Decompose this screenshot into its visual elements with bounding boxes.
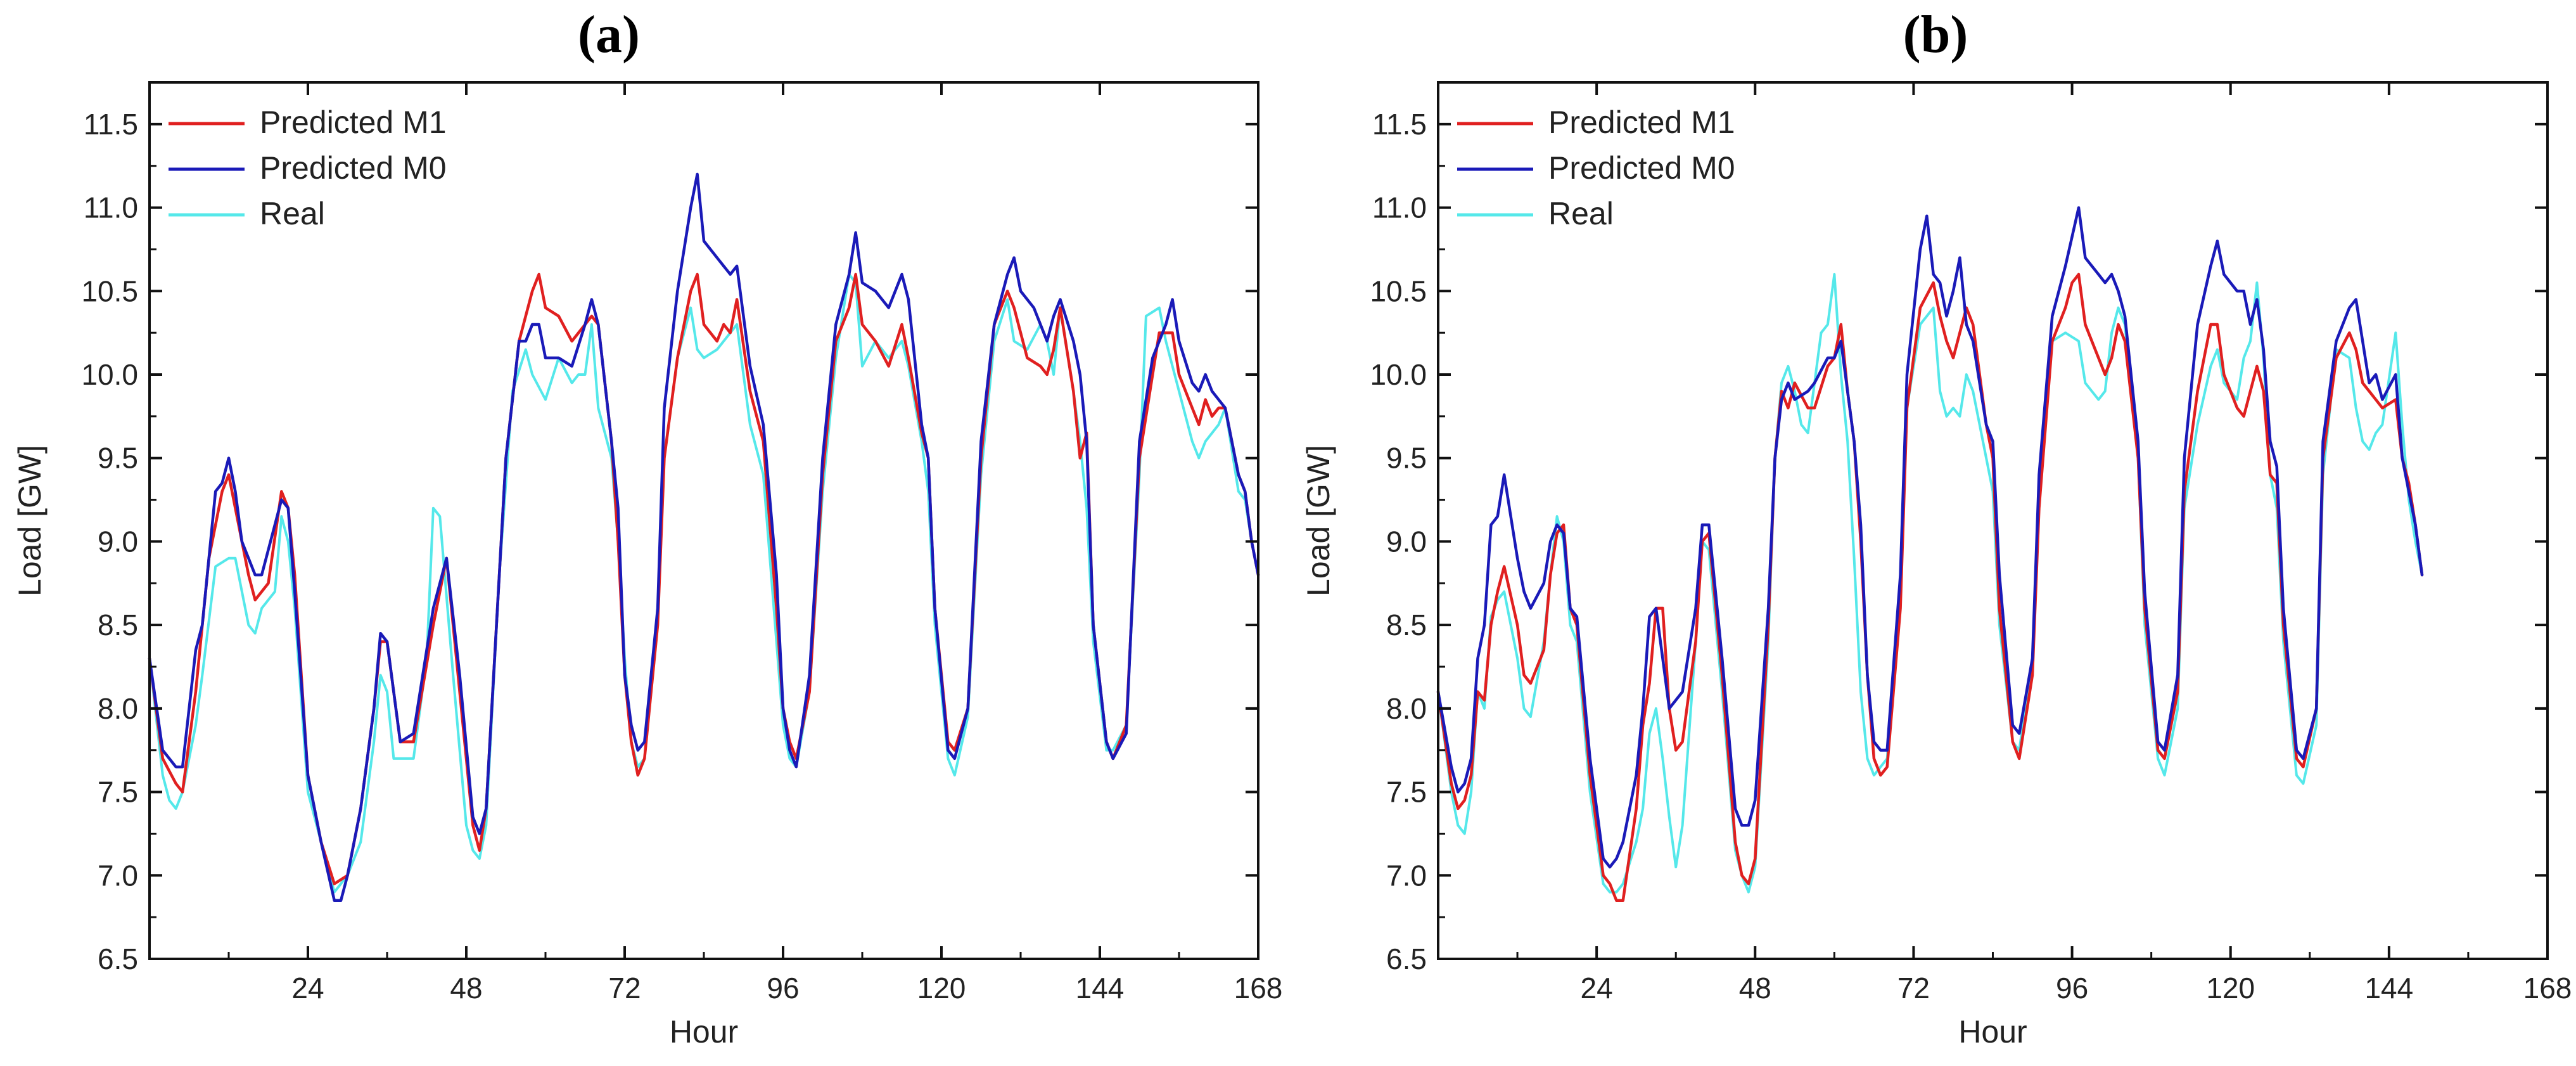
chart-b-x-axis-title: Hour [1958, 1014, 2027, 1050]
chart-b-y-tick-label: 8.0 [1386, 692, 1427, 725]
chart-a-y-tick-label: 7.0 [98, 859, 138, 892]
chart-a-x-tick-label: 120 [917, 972, 966, 1005]
chart-a-legend-label-m1: Predicted M1 [260, 105, 447, 140]
chart-a-y-tick-label: 8.5 [98, 608, 138, 641]
chart-b-series-line-real [1437, 273, 2423, 894]
chart-b-x-tick-label: 96 [2056, 972, 2088, 1005]
chart-a-legend-label-m0: Predicted M0 [260, 150, 447, 186]
chart-b-x-tick-label: 168 [2523, 972, 2572, 1005]
chart-b-y-tick-label: 8.5 [1386, 608, 1427, 641]
chart-a-y-tick-label: 7.5 [98, 776, 138, 809]
chart-a-y-tick-label: 11.0 [84, 191, 138, 224]
chart-a-y-tick-label: 11.5 [84, 108, 138, 141]
chart-a-legend-label-real: Real [260, 196, 325, 231]
chart-b-y-tick-label: 7.0 [1386, 859, 1427, 892]
chart-b-legend-label-m1: Predicted M1 [1548, 105, 1735, 140]
chart-a-y-tick-label: 9.0 [98, 525, 138, 558]
chart-a-x-tick-label: 72 [608, 972, 641, 1005]
chart-a-y-tick-label: 10.0 [81, 358, 138, 391]
chart-a-x-axis-title: Hour [670, 1014, 738, 1050]
panel-label-b: (b) [1903, 5, 1968, 64]
chart-a-y-tick-label: 9.5 [98, 442, 138, 475]
chart-b-y-tick-label: 6.5 [1386, 942, 1427, 975]
chart-a-series-line-real [148, 273, 1259, 894]
chart-b-y-tick-label: 7.5 [1386, 776, 1427, 809]
panel-label-a: (a) [578, 5, 640, 64]
chart-a-x-tick-label: 96 [767, 972, 799, 1005]
chart-a-x-tick-label: 168 [1234, 972, 1283, 1005]
chart-a-x-tick-label: 48 [450, 972, 482, 1005]
chart-b-y-tick-label: 11.0 [1372, 191, 1427, 224]
chart-a-y-tick-label: 6.5 [98, 942, 138, 975]
chart-a-series-line-m0 [148, 172, 1260, 902]
chart-b-x-tick-label: 144 [2364, 972, 2413, 1005]
chart-b-x-tick-label: 120 [2206, 972, 2255, 1005]
chart-a-x-tick-label: 144 [1076, 972, 1125, 1005]
chart-b-legend-label-real: Real [1548, 196, 1614, 231]
chart-b-y-tick-label: 9.5 [1386, 442, 1427, 475]
chart-b-x-tick-label: 72 [1897, 972, 1930, 1005]
chart-b-x-tick-label: 48 [1739, 972, 1771, 1005]
chart-a-y-axis-title: Load [GW] [12, 445, 48, 596]
chart-b-y-tick-label: 9.0 [1386, 525, 1427, 558]
chart-b-y-tick-label: 10.0 [1370, 358, 1427, 391]
chart-a-y-tick-label: 8.0 [98, 692, 138, 725]
chart-b-y-axis-title: Load [GW] [1301, 445, 1336, 596]
chart-a-y-tick-label: 10.5 [81, 274, 138, 307]
chart-b-series-line-m1 [1436, 273, 2424, 902]
chart-b-legend-label-m0: Predicted M0 [1548, 150, 1735, 186]
chart-b-y-tick-label: 11.5 [1372, 108, 1427, 141]
chart-a-x-tick-label: 24 [291, 972, 324, 1005]
chart-b-y-tick-label: 10.5 [1370, 274, 1427, 307]
chart-b-series-line-m0 [1436, 206, 2424, 869]
chart-b-x-tick-label: 24 [1581, 972, 1613, 1005]
